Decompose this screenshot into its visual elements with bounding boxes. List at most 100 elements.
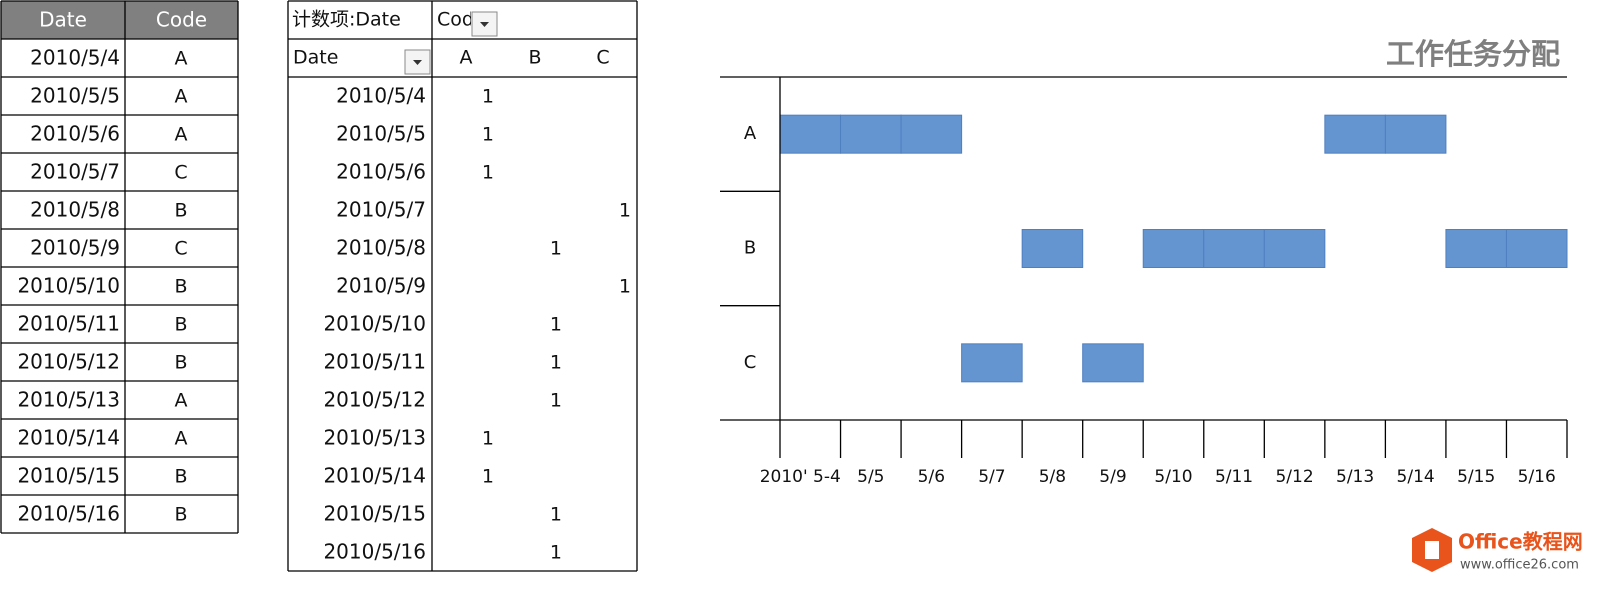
date-cell: 2010/5/15 <box>17 464 120 488</box>
task-bar <box>1021 229 1084 268</box>
pivot-column-label: C <box>596 47 609 69</box>
date-cell: 2010/5/13 <box>17 388 120 412</box>
x-tick-label: 5/15 <box>1457 467 1495 487</box>
pivot-row-label: 2010/5/6 <box>336 160 426 184</box>
date-cell: 2010/5/8 <box>30 198 120 222</box>
x-tick-label: 5/8 <box>1039 467 1066 487</box>
date-cell: 2010/5/11 <box>17 312 120 336</box>
pivot-corner: 计数项:Date <box>292 9 401 31</box>
pivot-row-label: 2010/5/11 <box>323 350 426 374</box>
code-cell: A <box>175 48 188 70</box>
x-tick-label: 5/6 <box>918 467 945 487</box>
task-bar <box>1142 229 1205 268</box>
task-bar <box>1505 229 1568 268</box>
watermark-brand: Office教程网 <box>1458 530 1583 554</box>
pivot-row-field: Date <box>293 47 338 69</box>
task-bar <box>1082 343 1144 383</box>
pivot-column-label: A <box>460 47 473 69</box>
x-tick-label: 5/16 <box>1518 467 1556 487</box>
code-cell: B <box>174 314 187 336</box>
x-tick-label: 5/12 <box>1275 467 1313 487</box>
logo-icon-inner <box>1425 541 1439 559</box>
pivot-value: 1 <box>482 466 494 488</box>
column-header: Code <box>156 8 207 32</box>
task-bar <box>1445 229 1507 268</box>
x-tick-label: 5/5 <box>857 467 884 487</box>
code-cell: B <box>174 466 187 488</box>
header-row <box>1 1 238 39</box>
code-cell: B <box>174 276 187 298</box>
x-tick-label: 5/10 <box>1154 467 1192 487</box>
task-bar <box>900 114 963 154</box>
pivot-value: 1 <box>550 352 562 374</box>
code-cell: A <box>175 86 188 108</box>
pivot-value: 1 <box>619 276 631 298</box>
task-bar <box>779 114 842 154</box>
pivot-row-label: 2010/5/4 <box>336 84 426 108</box>
x-tick-label: 5/7 <box>978 467 1005 487</box>
code-cell: A <box>175 428 188 450</box>
task-bar <box>961 343 1023 383</box>
pivot-column-field: Code <box>437 9 486 31</box>
pivot-value: 1 <box>482 428 494 450</box>
date-cell: 2010/5/14 <box>17 426 120 450</box>
x-tick-label: 2010' 5-4 <box>760 467 841 487</box>
pivot-value: 1 <box>550 238 562 260</box>
date-cell: 2010/5/12 <box>17 350 120 374</box>
code-cell: B <box>174 504 187 526</box>
dropdown-arrow[interactable] <box>480 22 489 27</box>
x-tick-label: 5/11 <box>1215 467 1253 487</box>
y-category-label: A <box>744 123 757 144</box>
pivot-row-label: 2010/5/13 <box>323 426 426 450</box>
pivot-row-label: 2010/5/14 <box>323 464 426 488</box>
code-cell: C <box>174 238 187 260</box>
dropdown-arrow[interactable] <box>413 60 422 65</box>
pivot-value: 1 <box>482 86 494 108</box>
code-cell: B <box>174 352 187 374</box>
date-cell: 2010/5/7 <box>30 160 120 184</box>
pivot-value: 1 <box>482 124 494 146</box>
y-category-label: B <box>744 238 756 259</box>
code-cell: A <box>175 390 188 412</box>
pivot-row-label: 2010/5/15 <box>323 502 426 526</box>
pivot-row-label: 2010/5/5 <box>336 122 426 146</box>
date-cell: 2010/5/10 <box>17 274 120 298</box>
watermark-url: www.office26.com <box>1460 558 1579 573</box>
date-cell: 2010/5/6 <box>30 122 120 146</box>
pivot-row-label: 2010/5/7 <box>336 198 426 222</box>
pivot-row-label: 2010/5/8 <box>336 236 426 260</box>
date-cell: 2010/5/4 <box>30 46 120 70</box>
x-tick-label: 5/14 <box>1397 467 1435 487</box>
pivot-row-label: 2010/5/12 <box>323 388 426 412</box>
code-cell: B <box>174 200 187 222</box>
code-cell: A <box>175 124 188 146</box>
pivot-row-label: 2010/5/10 <box>323 312 426 336</box>
chart-title: 工作任务分配 <box>1386 37 1560 71</box>
pivot-value: 1 <box>619 200 631 222</box>
task-bar <box>1384 114 1447 154</box>
pivot-value: 1 <box>482 162 494 184</box>
pivot-value: 1 <box>550 542 562 564</box>
pivot-value: 1 <box>550 390 562 412</box>
column-field-cell: Code <box>437 9 486 31</box>
task-bar <box>840 114 902 154</box>
column-header: Date <box>39 8 87 32</box>
date-cell: 2010/5/16 <box>17 502 120 526</box>
pivot-column-label: B <box>528 47 541 69</box>
code-cell: C <box>174 162 187 184</box>
x-tick-label: 5/13 <box>1336 467 1374 487</box>
pivot-value: 1 <box>550 314 562 336</box>
y-category-label: C <box>744 352 757 373</box>
task-bar <box>1324 114 1386 154</box>
task-bar <box>1263 229 1326 268</box>
pivot-row-label: 2010/5/9 <box>336 274 426 298</box>
date-cell: 2010/5/5 <box>30 84 120 108</box>
pivot-value: 1 <box>550 504 562 526</box>
x-tick-label: 5/9 <box>1099 467 1126 487</box>
task-bar <box>1203 229 1265 268</box>
pivot-row-label: 2010/5/16 <box>323 540 426 564</box>
date-cell: 2010/5/9 <box>30 236 120 260</box>
